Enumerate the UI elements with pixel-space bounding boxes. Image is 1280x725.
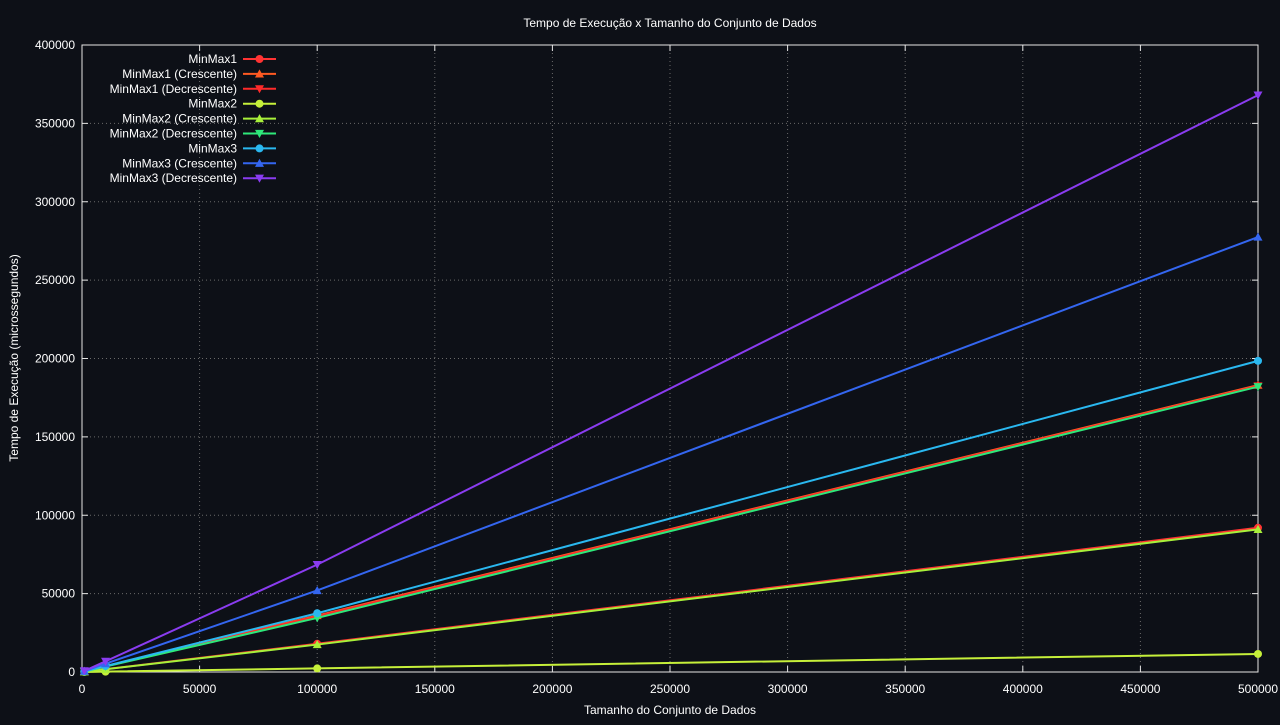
x-tick-label: 400000 — [1003, 682, 1043, 696]
legend-marker — [255, 158, 264, 167]
series-line — [84, 528, 1259, 673]
y-tick-label: 400000 — [35, 38, 75, 52]
axis-ticks: 0 50000 100000 150000 200000 250000 300000 3500… — [35, 38, 1278, 696]
legend-marker — [255, 99, 264, 108]
data-point — [1253, 232, 1263, 241]
y-tick-label: 100000 — [35, 508, 75, 522]
legend-label: MinMax3 — [188, 141, 237, 155]
legend-label: MinMax2 (Decrescente) — [110, 127, 237, 141]
x-tick-label: 250000 — [650, 682, 690, 696]
data-point — [312, 640, 322, 649]
legend-entry: MinMax2 (Crescente) — [122, 112, 276, 126]
legend-entry: MinMax1 — [188, 52, 276, 66]
data-point — [312, 561, 322, 570]
x-tick-label: 500000 — [1238, 682, 1278, 696]
legend-marker — [255, 129, 264, 138]
data-point — [1254, 649, 1262, 658]
legend-entry: MinMax3 — [188, 141, 276, 155]
series-8 — [79, 91, 1263, 676]
legend-marker — [255, 85, 264, 94]
series-line — [84, 359, 1259, 673]
x-tick-label: 0 — [79, 682, 86, 696]
data-point — [1254, 356, 1262, 365]
x-tick-label: 450000 — [1120, 682, 1160, 696]
legend-entry: MinMax1 (Decrescente) — [110, 82, 276, 96]
y-tick-label: 50000 — [42, 587, 76, 601]
legend-label: MinMax1 (Decrescente) — [110, 82, 237, 96]
legend-label: MinMax1 (Crescente) — [122, 67, 237, 81]
legend-marker — [255, 114, 264, 123]
y-tick-label: 150000 — [35, 430, 75, 444]
y-tick-label: 0 — [68, 665, 75, 679]
legend-label: MinMax2 (Crescente) — [122, 112, 237, 126]
y-axis-label: Tempo de Execução (microssegundos) — [7, 254, 21, 461]
x-axis-label: Tamanho do Conjunto de Dados — [584, 703, 756, 717]
y-tick-label: 250000 — [35, 273, 75, 287]
y-tick-label: 200000 — [35, 352, 75, 366]
legend-marker — [255, 144, 264, 153]
legend-marker — [255, 69, 264, 78]
legend-entry: MinMax3 (Decrescente) — [110, 171, 276, 185]
data-point — [101, 657, 111, 666]
data-point — [313, 609, 322, 618]
grid-lines — [82, 45, 1258, 672]
x-tick-label: 50000 — [183, 682, 217, 696]
legend-entry: MinMax1 (Crescente) — [122, 67, 276, 81]
series-line — [83, 94, 1259, 672]
legend-label: MinMax1 — [188, 52, 237, 66]
chart-title: Tempo de Execução x Tamanho do Conjunto … — [523, 16, 816, 30]
legend-entry: MinMax2 (Decrescente) — [110, 127, 276, 141]
legend-label: MinMax2 — [188, 97, 237, 111]
x-tick-label: 350000 — [885, 682, 925, 696]
x-tick-label: 150000 — [415, 682, 455, 696]
x-tick-label: 100000 — [297, 682, 337, 696]
series-line — [84, 652, 1259, 673]
legend-entry: MinMax2 — [188, 97, 276, 111]
data-point — [1253, 91, 1263, 100]
series-line — [84, 236, 1259, 673]
x-tick-label: 300000 — [768, 682, 808, 696]
data-point — [312, 585, 322, 595]
y-tick-label: 300000 — [35, 195, 75, 209]
data-point — [79, 667, 89, 676]
series-lines — [79, 91, 1263, 676]
data-point — [313, 664, 322, 673]
x-tick-label: 200000 — [532, 682, 572, 696]
legend-marker — [255, 55, 264, 63]
y-tick-label: 350000 — [35, 116, 75, 130]
legend-marker — [255, 174, 264, 183]
data-point — [1253, 383, 1263, 392]
legend-label: MinMax3 (Crescente) — [122, 156, 237, 170]
legend-entry: MinMax3 (Crescente) — [122, 156, 276, 170]
data-point — [1253, 524, 1263, 533]
legend-label: MinMax3 (Decrescente) — [110, 171, 237, 185]
